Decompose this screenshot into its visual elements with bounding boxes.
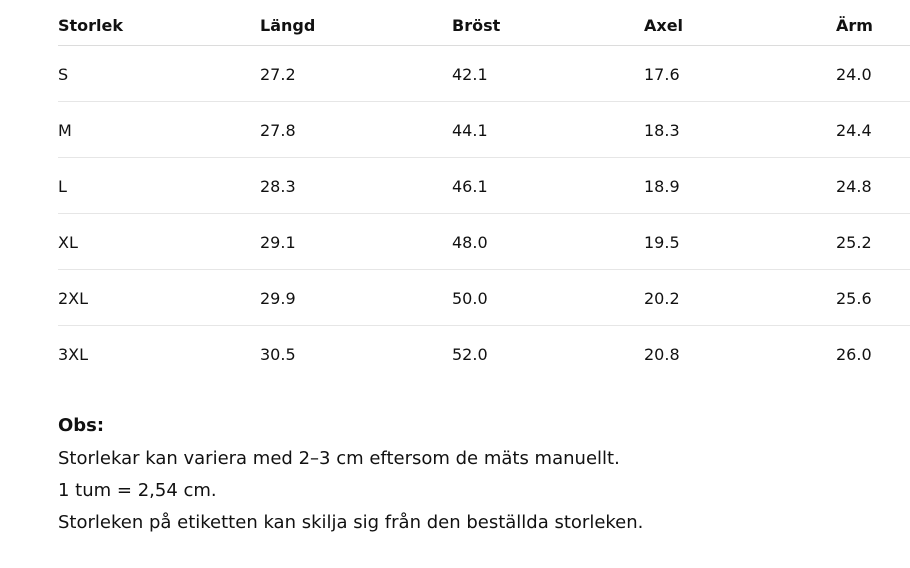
table-cell: 25.2: [836, 233, 872, 252]
note-line: 1 tum = 2,54 cm.: [58, 480, 217, 501]
table-cell: 18.3: [644, 121, 680, 140]
column-header: Längd: [260, 16, 316, 35]
table-cell: 26.0: [836, 345, 872, 364]
note-line: Storleken på etiketten kan skilja sig fr…: [58, 512, 644, 533]
table-cell: 46.1: [452, 177, 488, 196]
table-cell: M: [58, 121, 72, 140]
row-divider: [58, 269, 910, 270]
table-cell: 28.3: [260, 177, 296, 196]
table-cell: 20.2: [644, 289, 680, 308]
table-cell: 19.5: [644, 233, 680, 252]
column-header: Storlek: [58, 16, 124, 35]
table-cell: 42.1: [452, 65, 488, 84]
row-divider: [58, 101, 910, 102]
row-divider: [58, 157, 910, 158]
table-cell: 20.8: [644, 345, 680, 364]
table-cell: 27.8: [260, 121, 296, 140]
table-cell: 3XL: [58, 345, 89, 364]
table-cell: 24.4: [836, 121, 872, 140]
table-cell: 25.6: [836, 289, 872, 308]
table-cell: S: [58, 65, 69, 84]
table-cell: 17.6: [644, 65, 680, 84]
table-cell: 30.5: [260, 345, 296, 364]
header-divider: [58, 45, 910, 46]
table-cell: 52.0: [452, 345, 488, 364]
row-divider: [58, 213, 910, 214]
table-cell: 44.1: [452, 121, 488, 140]
table-cell: 24.8: [836, 177, 872, 196]
table-cell: XL: [58, 233, 78, 252]
column-header: Axel: [644, 16, 684, 35]
table-cell: L: [58, 177, 67, 196]
table-cell: 50.0: [452, 289, 488, 308]
table-cell: 2XL: [58, 289, 89, 308]
table-cell: 48.0: [452, 233, 488, 252]
notes-title: Obs:: [58, 415, 105, 436]
column-header: Bröst: [452, 16, 501, 35]
note-line: Storlekar kan variera med 2–3 cm efterso…: [58, 448, 620, 469]
table-cell: 29.1: [260, 233, 296, 252]
table-cell: 24.0: [836, 65, 872, 84]
table-cell: 29.9: [260, 289, 296, 308]
table-cell: 27.2: [260, 65, 296, 84]
column-header: Ärm: [836, 16, 873, 35]
table-cell: 18.9: [644, 177, 680, 196]
row-divider: [58, 325, 910, 326]
